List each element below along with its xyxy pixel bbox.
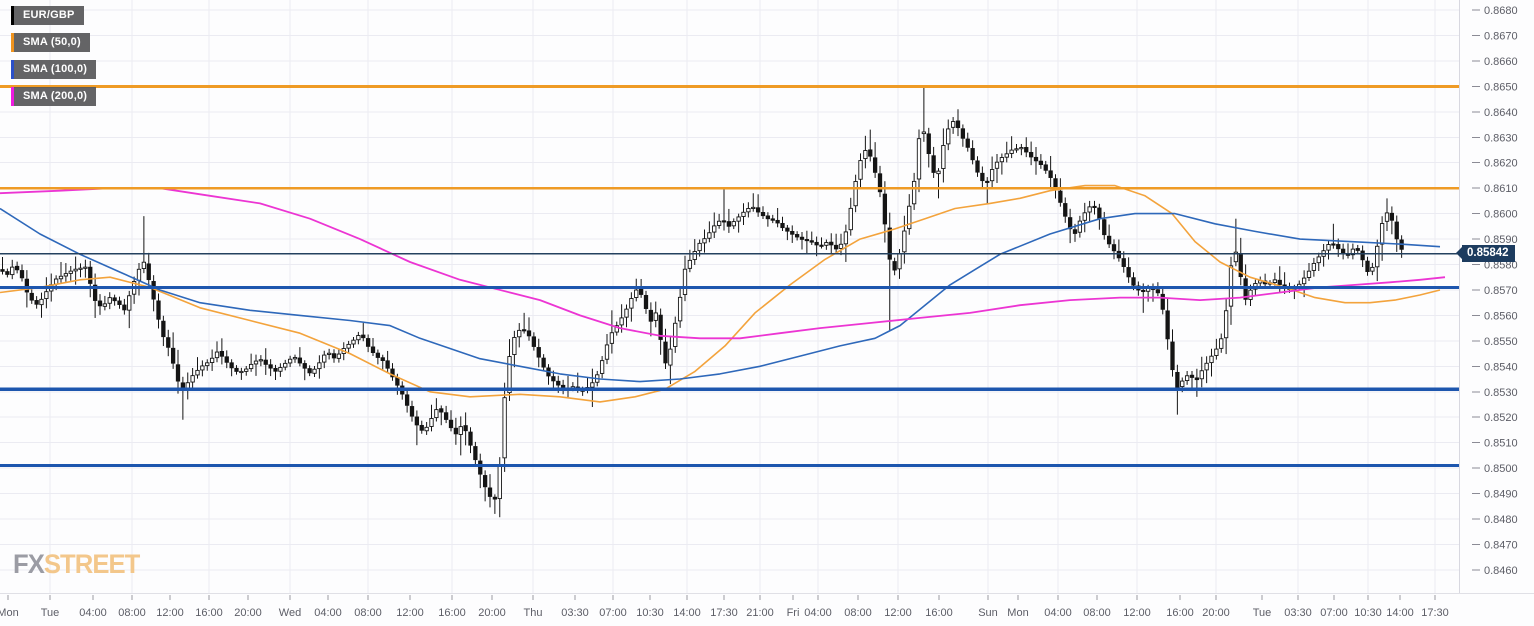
y-axis-label: 0.8480 bbox=[1484, 514, 1518, 526]
x-axis-label: 20:00 bbox=[1202, 607, 1230, 619]
legend-item-sma-200[interactable]: SMA (200,0) bbox=[11, 87, 97, 106]
legend-item-label: SMA (200,0) bbox=[14, 87, 97, 106]
y-axis-label: 0.8600 bbox=[1484, 209, 1518, 221]
x-axis-label: 04:00 bbox=[314, 607, 342, 619]
legend: EUR/GBP SMA (50,0) SMA (100,0) SMA (200,… bbox=[11, 6, 97, 114]
x-axis-label: 04:00 bbox=[804, 607, 832, 619]
watermark-fx: FX bbox=[13, 549, 45, 579]
y-axis-label: 0.8680 bbox=[1484, 5, 1518, 17]
y-axis-label: 0.8570 bbox=[1484, 285, 1518, 297]
x-axis-label: 07:00 bbox=[1320, 607, 1348, 619]
y-axis-label: 0.8660 bbox=[1484, 56, 1518, 68]
x-axis-label: 03:30 bbox=[1284, 607, 1312, 619]
x-axis-label: 08:00 bbox=[844, 607, 872, 619]
y-axis-label: 0.8500 bbox=[1484, 463, 1518, 475]
x-axis-label: 16:00 bbox=[195, 607, 223, 619]
x-axis-label: Sun bbox=[978, 607, 998, 619]
x-axis-label: 14:00 bbox=[673, 607, 701, 619]
x-axis-label: Tue bbox=[1253, 607, 1272, 619]
x-axis[interactable]: Mon Tue 04:00 08:00 12:00 16:00 20:00 Wed 04:00 0… bbox=[0, 593, 1534, 620]
x-axis-label: 04:00 bbox=[1044, 607, 1072, 619]
x-axis-label: 07:00 bbox=[599, 607, 627, 619]
y-axis-label: 0.8510 bbox=[1484, 438, 1518, 450]
legend-color-bar bbox=[11, 87, 14, 106]
y-axis-label: 0.8640 bbox=[1484, 107, 1518, 119]
last-price-badge: 0.85842 bbox=[1456, 244, 1515, 262]
legend-item-eur-gbp[interactable]: EUR/GBP bbox=[11, 6, 96, 25]
y-axis-label: 0.8620 bbox=[1484, 158, 1518, 170]
legend-color-bar bbox=[11, 60, 14, 79]
legend-item-label: SMA (100,0) bbox=[14, 60, 97, 79]
gridlines bbox=[0, 0, 1459, 593]
x-axis-label: 04:00 bbox=[79, 607, 107, 619]
x-axis-label: Tue bbox=[41, 607, 60, 619]
y-axis-label: 0.8520 bbox=[1484, 412, 1518, 424]
legend-color-bar bbox=[11, 33, 14, 52]
x-axis-label: 12:00 bbox=[156, 607, 184, 619]
x-axis-label: 20:00 bbox=[234, 607, 262, 619]
x-axis-label: 12:00 bbox=[396, 607, 424, 619]
y-axis-label: 0.8670 bbox=[1484, 30, 1518, 42]
y-axis-label: 0.8460 bbox=[1484, 565, 1518, 577]
y-axis-label: 0.8610 bbox=[1484, 183, 1518, 195]
sma-100-line bbox=[0, 207, 1441, 383]
x-axis-label: 17:30 bbox=[1421, 607, 1449, 619]
y-axis-label: 0.8650 bbox=[1484, 81, 1518, 93]
legend-item-label: SMA (50,0) bbox=[14, 33, 90, 52]
sma-50-line bbox=[0, 184, 1441, 403]
watermark-street: STREET bbox=[43, 549, 140, 579]
y-axis-label: 0.8580 bbox=[1484, 260, 1518, 272]
y-axis-label: 0.8530 bbox=[1484, 387, 1518, 399]
y-axis-label: 0.8560 bbox=[1484, 310, 1518, 322]
legend-item-sma-100[interactable]: SMA (100,0) bbox=[11, 60, 97, 79]
x-axis-label: Wed bbox=[279, 607, 301, 619]
x-axis-label: 16:00 bbox=[438, 607, 466, 619]
candles bbox=[0, 86, 1404, 518]
y-axis-label: 0.8470 bbox=[1484, 539, 1518, 551]
sma-200-line bbox=[0, 187, 1446, 340]
y-axis-label: 0.8490 bbox=[1484, 489, 1518, 501]
x-axis-label: 12:00 bbox=[884, 607, 912, 619]
fxstreet-watermark-logo: FXSTREET bbox=[13, 549, 140, 580]
x-axis-label: 16:00 bbox=[1166, 607, 1194, 619]
x-axis-label: 10:30 bbox=[1354, 607, 1382, 619]
x-axis-label: 16:00 bbox=[925, 607, 953, 619]
x-axis-label: 08:00 bbox=[354, 607, 382, 619]
x-axis-label: 12:00 bbox=[1123, 607, 1151, 619]
y-axis-label: 0.8540 bbox=[1484, 361, 1518, 373]
legend-item-label: EUR/GBP bbox=[14, 6, 84, 25]
x-axis-label: 14:00 bbox=[1386, 607, 1414, 619]
y-axis[interactable]: 0.8680 0.8670 0.8660 0.8650 0.8640 0.8630 0.86… bbox=[1459, 0, 1518, 593]
legend-color-bar bbox=[11, 6, 14, 25]
x-axis-label: 08:00 bbox=[1083, 607, 1111, 619]
x-axis-label: 10:30 bbox=[636, 607, 664, 619]
y-axis-label: 0.8590 bbox=[1484, 234, 1518, 246]
x-axis-label: Mon bbox=[0, 607, 19, 619]
x-axis-label: 08:00 bbox=[118, 607, 146, 619]
y-axis-label: 0.8630 bbox=[1484, 132, 1518, 144]
x-axis-label: Thu bbox=[524, 607, 543, 619]
y-axis-label: 0.8550 bbox=[1484, 336, 1518, 348]
x-axis-label: 21:00 bbox=[746, 607, 774, 619]
x-axis-label: 03:30 bbox=[561, 607, 589, 619]
legend-item-sma-50[interactable]: SMA (50,0) bbox=[11, 33, 96, 52]
x-axis-label: Fri bbox=[787, 607, 800, 619]
x-axis-label: 17:30 bbox=[710, 607, 738, 619]
x-axis-label: 20:00 bbox=[478, 607, 506, 619]
x-axis-label: Mon bbox=[1007, 607, 1028, 619]
